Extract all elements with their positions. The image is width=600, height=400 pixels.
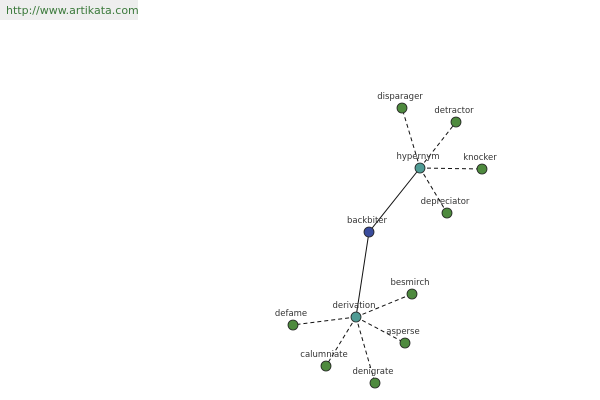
site-url[interactable]: http://www.artikata.com bbox=[0, 0, 139, 20]
dashed-edge bbox=[325, 316, 357, 367]
dashed-edge bbox=[355, 293, 413, 318]
node[interactable] bbox=[287, 319, 299, 331]
dashed-edge bbox=[419, 167, 448, 214]
node-label[interactable]: detractor bbox=[434, 106, 474, 116]
node-label[interactable]: knocker bbox=[463, 153, 497, 163]
node[interactable] bbox=[399, 337, 411, 349]
node-label[interactable]: asperse bbox=[386, 327, 419, 337]
dashed-edge bbox=[292, 316, 357, 326]
node-label[interactable]: defame bbox=[275, 309, 307, 319]
dashed-edge bbox=[419, 167, 483, 170]
node-label[interactable]: derivation bbox=[332, 301, 375, 311]
nodes: backbiter hypernym derivation disparager det… bbox=[275, 92, 497, 389]
dashed-edge bbox=[355, 316, 406, 344]
node[interactable] bbox=[396, 102, 408, 114]
node-label[interactable]: denigrate bbox=[352, 367, 393, 377]
node[interactable] bbox=[369, 377, 381, 389]
node-label[interactable]: besmirch bbox=[390, 278, 429, 288]
node[interactable] bbox=[363, 226, 375, 238]
dashed-edge bbox=[419, 121, 457, 169]
node[interactable] bbox=[320, 360, 332, 372]
node[interactable] bbox=[441, 207, 453, 219]
node-label[interactable]: depreciator bbox=[421, 197, 470, 207]
edge bbox=[355, 231, 370, 318]
node[interactable] bbox=[450, 116, 462, 128]
node[interactable] bbox=[350, 311, 362, 323]
dashed-edge bbox=[355, 316, 376, 384]
node[interactable] bbox=[414, 162, 426, 174]
node-label[interactable]: disparager bbox=[377, 92, 423, 102]
dashed-edge bbox=[401, 107, 421, 169]
node[interactable] bbox=[476, 163, 488, 175]
node-label[interactable]: backbiter bbox=[347, 216, 388, 226]
edges bbox=[292, 107, 483, 384]
edge bbox=[368, 167, 421, 233]
node[interactable] bbox=[406, 288, 418, 300]
node-label[interactable]: calumniate bbox=[300, 350, 347, 360]
node-label[interactable]: hypernym bbox=[396, 152, 439, 162]
